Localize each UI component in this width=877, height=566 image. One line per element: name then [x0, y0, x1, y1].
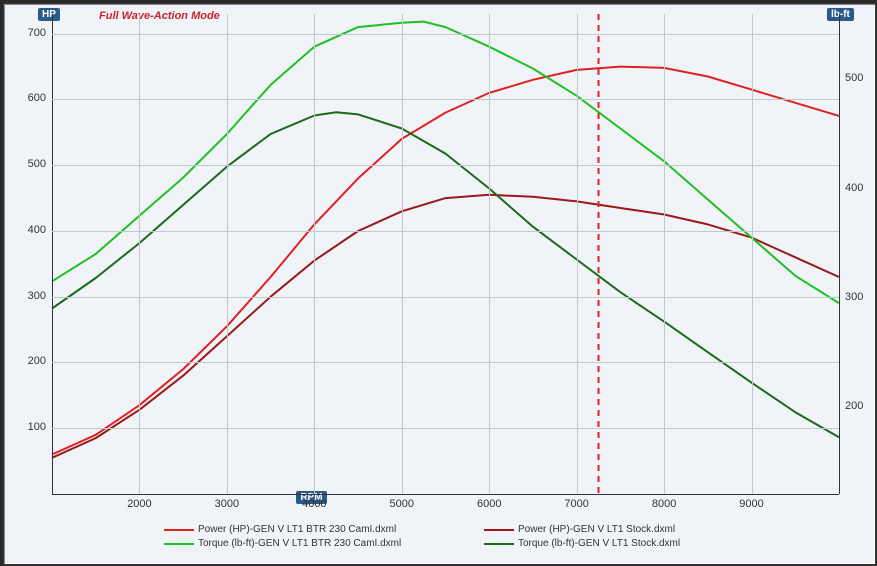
tick-label: 5000: [377, 498, 427, 510]
tick-label: 100: [6, 421, 46, 433]
tick-label: 200: [845, 400, 863, 412]
tick-label: 500: [845, 72, 863, 84]
plot-area: [52, 14, 839, 494]
axis-line: [52, 14, 53, 494]
tick-label: 300: [6, 290, 46, 302]
chart-frame: HP lb-ft RPM Full Wave-Action Mode 20003…: [3, 3, 876, 565]
gridline: [314, 14, 315, 494]
legend-item[interactable]: Torque (lb-ft)-GEN V LT1 BTR 230 CamI.dx…: [164, 538, 401, 549]
legend-label: Power (HP)-GEN V LT1 BTR 230 CamI.dxml: [198, 524, 396, 535]
legend-swatch: [164, 543, 194, 545]
gridline: [52, 297, 839, 298]
tick-label: 6000: [464, 498, 514, 510]
gridline: [52, 99, 839, 100]
axis-line: [52, 494, 839, 495]
tick-label: 8000: [639, 498, 689, 510]
gridline: [52, 428, 839, 429]
gridline: [52, 231, 839, 232]
gridline: [577, 14, 578, 494]
legend-item[interactable]: Power (HP)-GEN V LT1 Stock.dxml: [484, 524, 675, 535]
legend-swatch: [484, 529, 514, 531]
legend-label: Torque (lb-ft)-GEN V LT1 Stock.dxml: [518, 538, 680, 549]
tick-label: 400: [845, 182, 863, 194]
tick-label: 2000: [114, 498, 164, 510]
gridline: [402, 14, 403, 494]
legend-swatch: [484, 543, 514, 545]
tick-label: 9000: [727, 498, 777, 510]
tick-label: 200: [6, 355, 46, 367]
tick-label: 7000: [552, 498, 602, 510]
tick-label: 400: [6, 224, 46, 236]
legend-item[interactable]: Power (HP)-GEN V LT1 BTR 230 CamI.dxml: [164, 524, 396, 535]
tick-label: 500: [6, 158, 46, 170]
mode-label: Full Wave-Action Mode: [99, 10, 220, 22]
gridline: [139, 14, 140, 494]
tick-label: 3000: [202, 498, 252, 510]
gridline: [52, 362, 839, 363]
gridline: [489, 14, 490, 494]
legend-swatch: [164, 529, 194, 531]
legend-label: Power (HP)-GEN V LT1 Stock.dxml: [518, 524, 675, 535]
gridline: [52, 34, 839, 35]
tick-label: 300: [845, 291, 863, 303]
tick-label: 4000: [289, 498, 339, 510]
y-right-axis-label: lb-ft: [827, 8, 854, 21]
y-left-axis-label: HP: [38, 8, 60, 21]
gridline: [664, 14, 665, 494]
legend-label: Torque (lb-ft)-GEN V LT1 BTR 230 CamI.dx…: [198, 538, 401, 549]
gridline: [227, 14, 228, 494]
gridline: [752, 14, 753, 494]
legend-item[interactable]: Torque (lb-ft)-GEN V LT1 Stock.dxml: [484, 538, 680, 549]
gridline: [52, 165, 839, 166]
tick-label: 600: [6, 92, 46, 104]
tick-label: 700: [6, 27, 46, 39]
axis-line: [839, 14, 840, 494]
